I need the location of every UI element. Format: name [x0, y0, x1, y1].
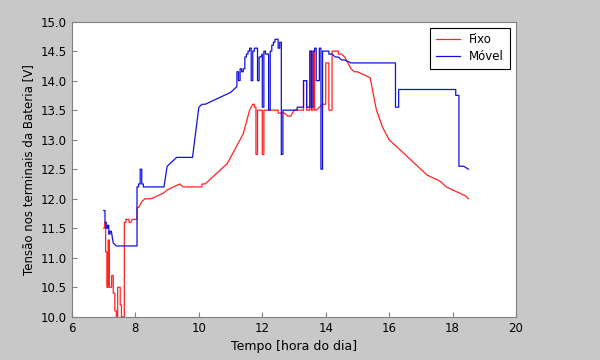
Fixo — [287, 114, 295, 118]
Line: Móvel: Móvel — [104, 39, 469, 246]
Fixo — [306, 49, 313, 53]
Legend: Fixo, Móvel: Fixo, Móvel — [430, 27, 510, 69]
Móvel — [465, 167, 472, 171]
Móvel — [113, 244, 120, 248]
Móvel — [270, 40, 277, 44]
Fixo — [130, 217, 137, 221]
Fixo — [182, 185, 190, 189]
Fixo — [100, 226, 107, 230]
Móvel — [142, 185, 149, 189]
Fixo — [103, 250, 110, 254]
Móvel — [100, 208, 107, 213]
Móvel — [105, 232, 112, 236]
Fixo — [115, 285, 122, 289]
Fixo — [465, 197, 472, 201]
Móvel — [424, 87, 431, 92]
Móvel — [236, 67, 244, 71]
Móvel — [271, 37, 278, 41]
Line: Fixo: Fixo — [104, 51, 469, 317]
Y-axis label: Tensão nos terminais da Bateria [V]: Tensão nos terminais da Bateria [V] — [22, 64, 35, 275]
X-axis label: Tempo [hora do dia]: Tempo [hora do dia] — [231, 340, 357, 353]
Fixo — [113, 315, 120, 319]
Móvel — [122, 244, 130, 248]
Fixo — [293, 108, 301, 112]
